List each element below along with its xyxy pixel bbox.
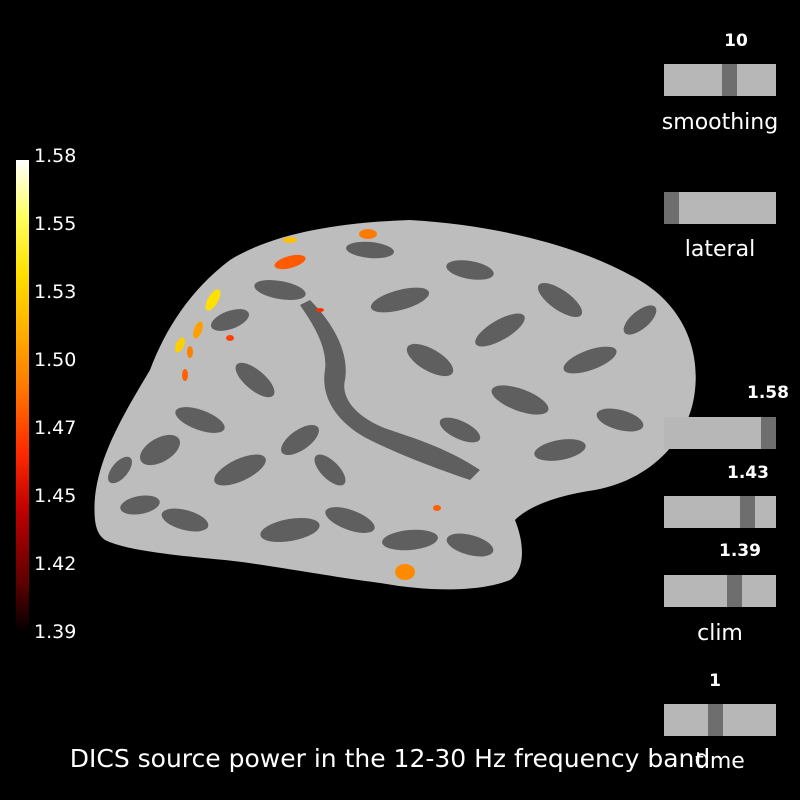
clim-min-slider[interactable] <box>664 575 776 607</box>
orientation-slider-handle[interactable] <box>664 192 679 224</box>
colorbar-tick-min: 1.39 <box>34 621 77 643</box>
clim-label: clim <box>697 621 743 646</box>
smoothing-value: 10 <box>724 31 748 51</box>
smoothing-slider-handle[interactable] <box>722 64 737 96</box>
colorbar-tick: 1.50 <box>34 349 77 371</box>
clim-min-slider-handle[interactable] <box>727 575 742 607</box>
smoothing-label: smoothing <box>661 110 779 135</box>
clim-max-slider[interactable] <box>664 417 776 449</box>
colorbar-tick: 1.47 <box>34 417 77 439</box>
orientation-slider[interactable] <box>664 192 776 224</box>
plot-title: DICS source power in the 12-30 Hz freque… <box>69 744 711 773</box>
time-label: time <box>695 749 745 774</box>
sulci-pattern <box>108 241 657 557</box>
colorbar-tick: 1.42 <box>34 553 77 575</box>
orientation-label: lateral <box>684 237 756 262</box>
colorbar-tick: 1.55 <box>34 213 77 235</box>
activation-spots <box>175 229 441 580</box>
colorbar-tick: 1.53 <box>34 281 77 303</box>
clim-max-value: 1.58 <box>747 383 789 403</box>
time-value: 1 <box>709 671 721 691</box>
time-slider[interactable] <box>664 704 776 736</box>
colorbar-tick-max: 1.58 <box>34 145 77 167</box>
clim-mid-slider-handle[interactable] <box>740 496 755 528</box>
clim-mid-slider[interactable] <box>664 496 776 528</box>
colorbar-tick: 1.45 <box>34 485 77 507</box>
clim-max-slider-handle[interactable] <box>761 417 776 449</box>
clim-mid-value: 1.43 <box>727 463 769 483</box>
colorbar <box>16 160 29 632</box>
time-slider-handle[interactable] <box>708 704 723 736</box>
clim-min-value: 1.39 <box>719 541 761 561</box>
smoothing-slider[interactable] <box>664 64 776 96</box>
